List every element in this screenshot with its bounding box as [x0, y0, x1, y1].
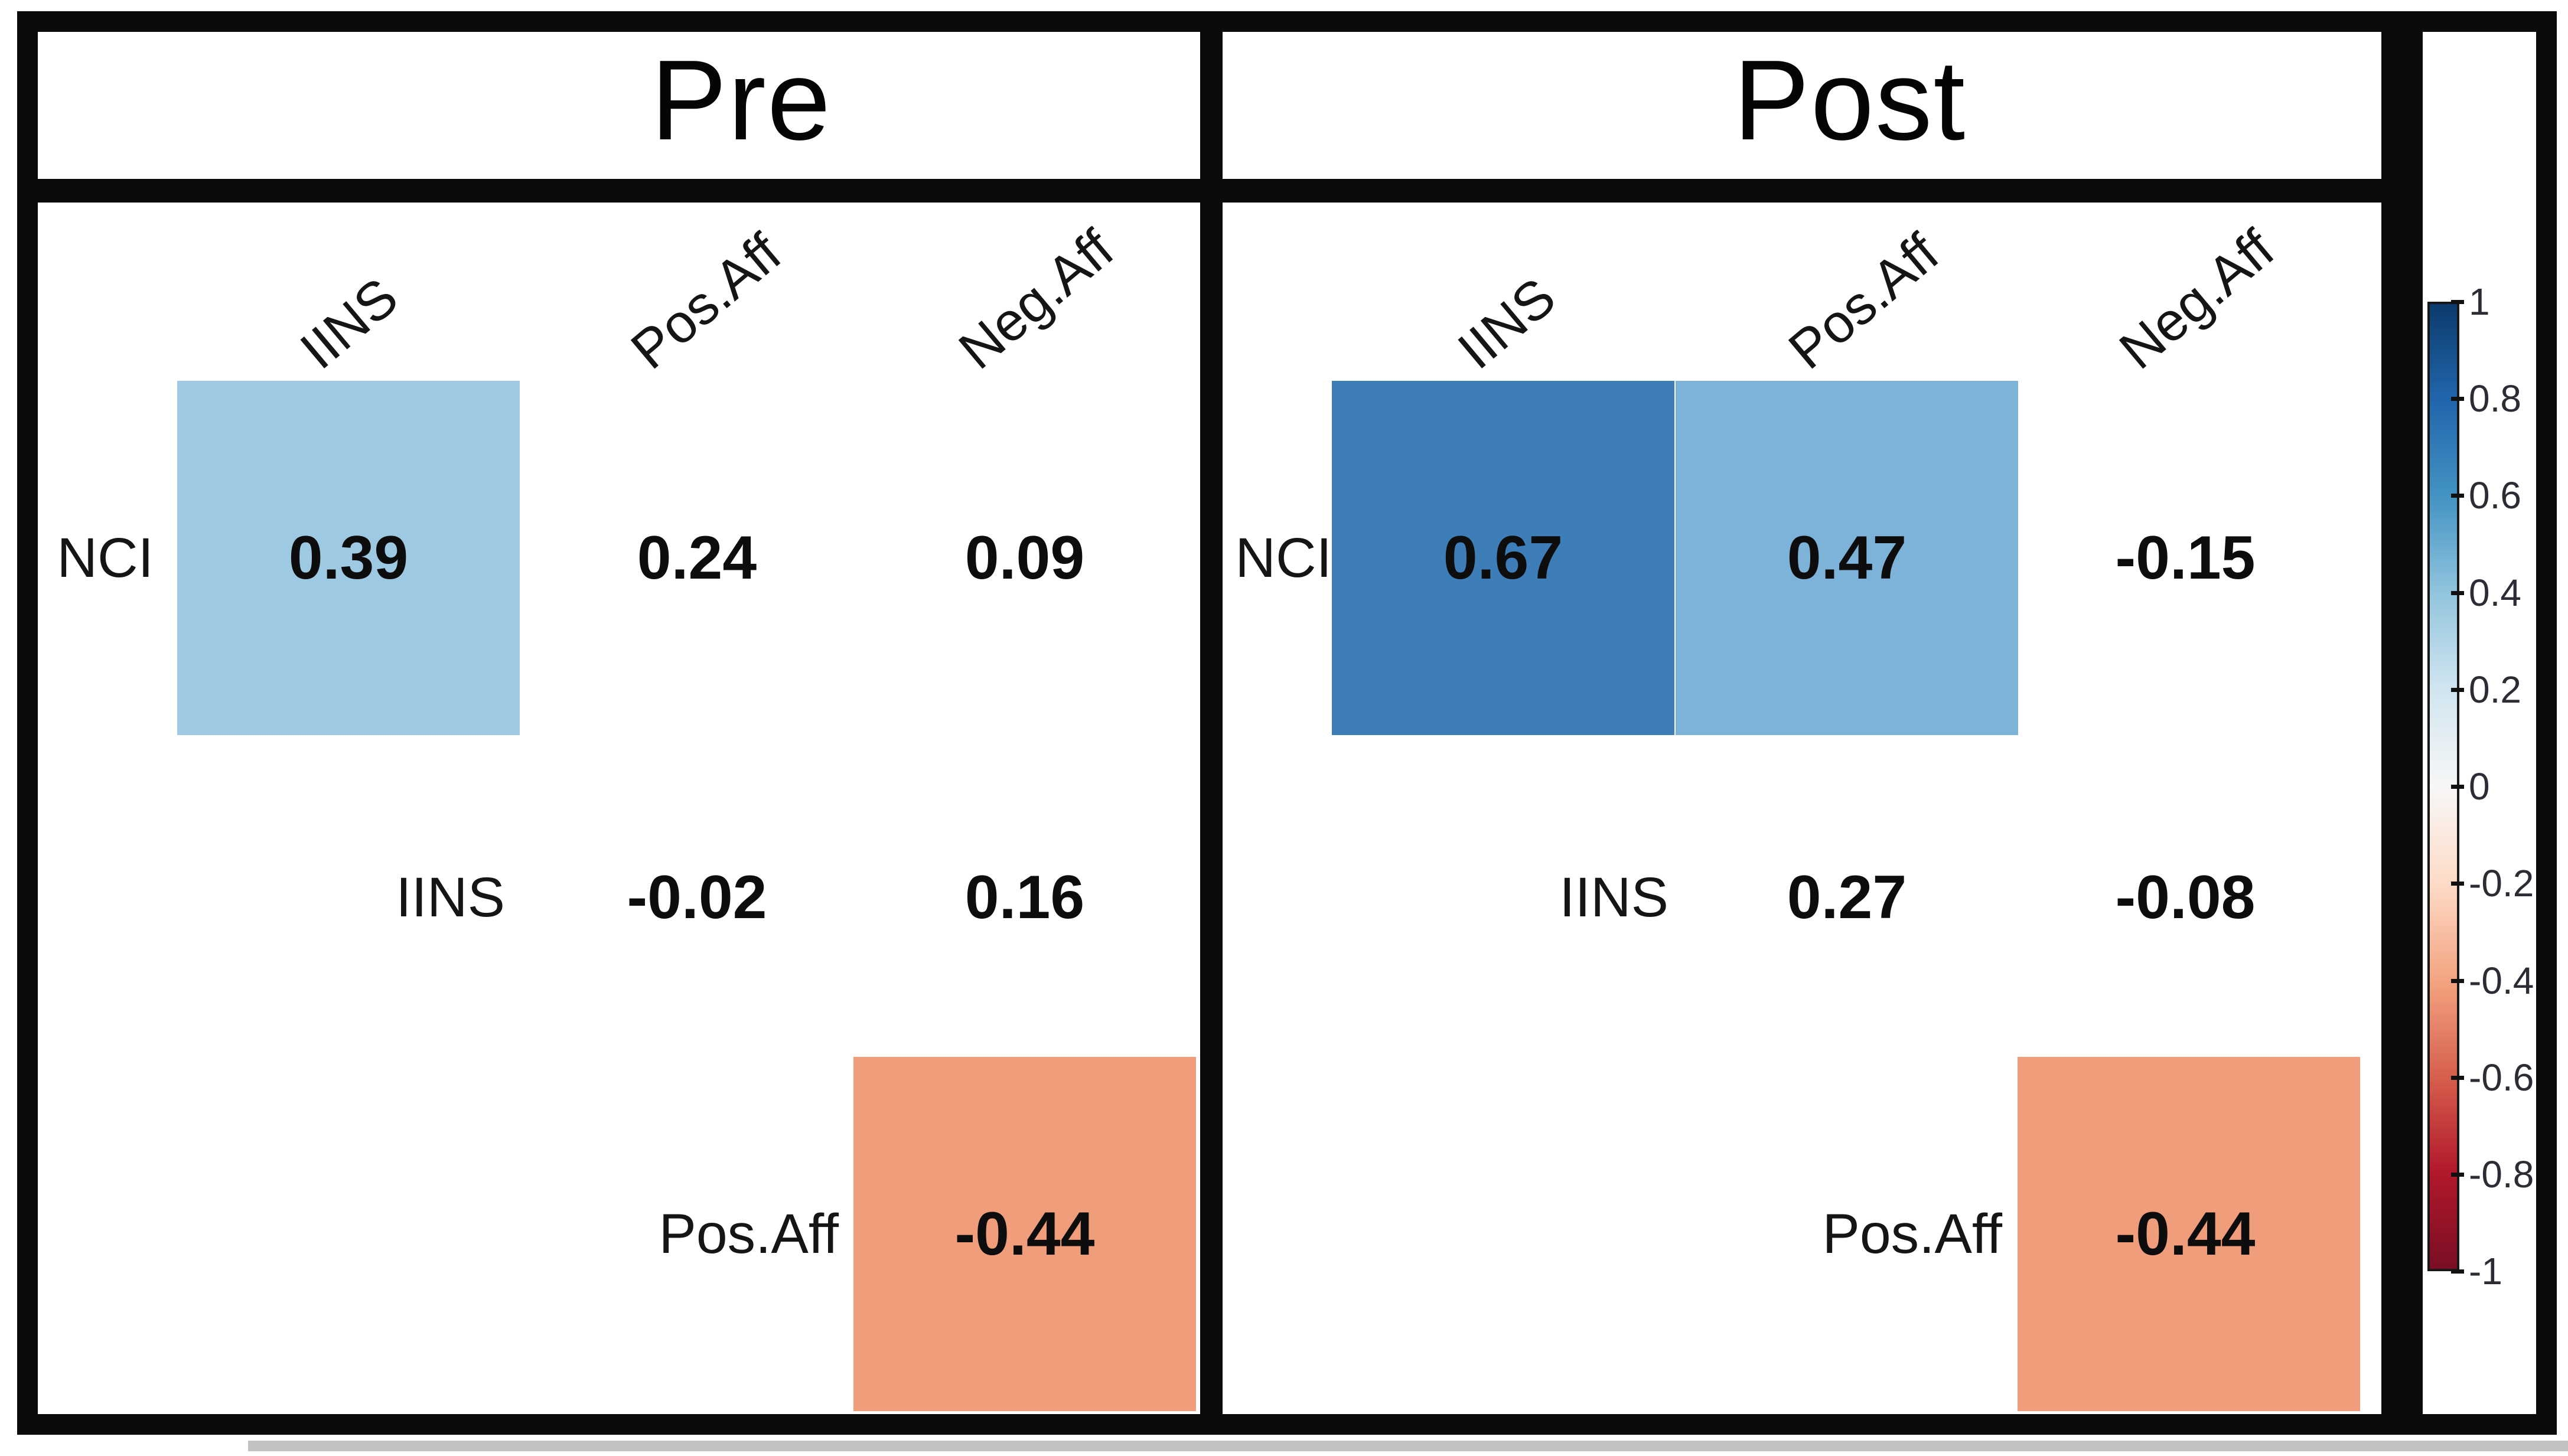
- cell-fill-pre-posaff-negaff: [853, 1057, 1196, 1411]
- colorbar-tick: [2451, 591, 2464, 595]
- colorbar-tick: [2451, 979, 2464, 983]
- corr-value-post-nci-iins: 0.67: [1443, 524, 1563, 592]
- cell-fill-post-posaff-negaff: [2018, 1057, 2360, 1411]
- row-label-post-nci: NCI: [1235, 527, 1332, 589]
- row-label-post-iins: IINS: [1559, 866, 1668, 929]
- colorbar-tick-label: -0.2: [2469, 862, 2534, 905]
- colorbar-tick: [2451, 494, 2464, 498]
- corr-value-pre-posaff-negaff: -0.44: [954, 1200, 1095, 1268]
- corr-value-post-iins-posaff: 0.27: [1787, 863, 1907, 932]
- colorbar-tick-label: 1: [2469, 280, 2490, 323]
- panel-divider-line: [1200, 11, 1223, 1435]
- cell-fill-pre-nci-iins: [177, 381, 520, 735]
- colorbar-tick: [2451, 1076, 2464, 1080]
- colorbar-tick-label: -0.4: [2469, 959, 2534, 1002]
- corr-value-pre-iins-posaff: -0.02: [627, 863, 767, 932]
- colorbar-tick-label: 0.4: [2469, 572, 2521, 614]
- corr-value-pre-nci-iins: 0.39: [288, 524, 409, 592]
- colorbar-tick: [2451, 1173, 2464, 1177]
- colorbar-tick-label: 0.6: [2469, 474, 2521, 517]
- colorbar-tick-label: 0: [2469, 765, 2490, 808]
- corr-value-post-iins-negaff: -0.08: [2115, 863, 2256, 932]
- colorbar-tick: [2451, 1269, 2464, 1274]
- corr-value-post-posaff-negaff: -0.44: [2115, 1200, 2256, 1268]
- colorbar-tick: [2451, 688, 2464, 692]
- colorbar-tick-label: 0.8: [2469, 377, 2521, 420]
- colorbar-tick: [2451, 785, 2464, 789]
- colorbar-tick: [2451, 882, 2464, 886]
- colorbar-tick: [2451, 300, 2464, 304]
- panel-title-pre: Pre: [650, 36, 832, 164]
- colorbar-frame: [2402, 11, 2557, 1435]
- row-label-pre-nci: NCI: [57, 527, 154, 589]
- row-label-post-posaff: Pos.Aff: [1822, 1203, 2002, 1265]
- row-label-pre-posaff: Pos.Aff: [659, 1203, 839, 1265]
- cell-fill-post-nci-iins: [1332, 381, 1674, 735]
- colorbar-tick-label: 0.2: [2469, 668, 2521, 711]
- cell-fill-post-nci-posaff: [1676, 381, 2018, 735]
- row-label-pre-iins: IINS: [396, 866, 505, 929]
- corr-value-pre-nci-posaff: 0.24: [637, 524, 757, 592]
- corr-value-pre-nci-negaff: 0.09: [964, 524, 1085, 592]
- corr-value-pre-iins-negaff: 0.16: [964, 863, 1085, 932]
- panel-title-post: Post: [1733, 36, 1967, 164]
- colorbar-tick: [2451, 397, 2464, 401]
- corr-value-post-nci-negaff: -0.15: [2115, 524, 2256, 592]
- colorbar-tick-label: -0.6: [2469, 1056, 2534, 1099]
- corr-value-post-nci-posaff: 0.47: [1787, 524, 1907, 592]
- bottom-shadow: [248, 1441, 2568, 1451]
- colorbar-tick-label: -0.8: [2469, 1153, 2534, 1196]
- colorbar-tick-label: -1: [2469, 1250, 2502, 1292]
